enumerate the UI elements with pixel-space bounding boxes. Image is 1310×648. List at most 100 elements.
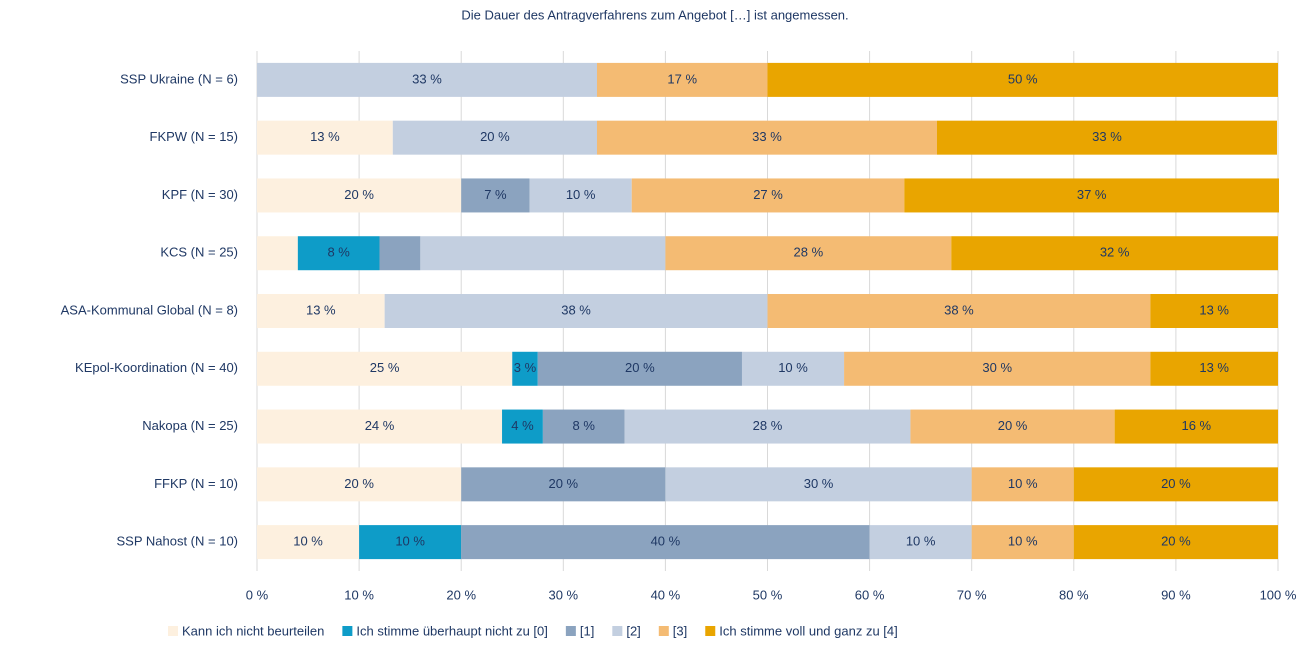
legend-label: Ich stimme überhaupt nicht zu [0]: [356, 623, 547, 638]
data-label: 33 %: [1092, 129, 1122, 144]
data-label: 10 %: [293, 534, 323, 549]
data-label: 24 %: [365, 418, 395, 433]
bar-segment: [257, 236, 298, 271]
bar-segment: [596, 120, 937, 155]
data-label: 13 %: [1199, 302, 1229, 317]
data-label: 17 %: [667, 71, 697, 86]
data-label: 13 %: [1199, 360, 1229, 375]
data-label: 28 %: [794, 245, 824, 260]
bar-segment: [910, 409, 1115, 444]
bar-segment: [971, 525, 1074, 560]
data-label: 16 %: [1181, 418, 1211, 433]
bar-segment: [631, 178, 905, 213]
data-label: 20 %: [625, 360, 655, 375]
data-label: 4 %: [511, 418, 534, 433]
bar-segment: [1150, 294, 1278, 328]
data-label: 27 %: [753, 187, 783, 202]
legend-swatch: [565, 626, 576, 636]
x-tick-label: 60 %: [855, 587, 885, 602]
data-label: 20 %: [344, 187, 374, 202]
data-label: 20 %: [344, 476, 374, 491]
legend-swatch: [658, 626, 669, 636]
bar-segment: [379, 236, 421, 271]
bar-segment: [392, 120, 597, 155]
data-label: 38 %: [561, 302, 591, 317]
x-tick-label: 90 %: [1161, 587, 1191, 602]
bar-segment: [420, 236, 666, 271]
bar-segment: [767, 294, 1151, 328]
bar-segment: [869, 525, 972, 560]
data-label: 20 %: [548, 476, 578, 491]
bar-segment: [257, 409, 503, 444]
bar-segment: [1073, 467, 1278, 502]
data-label: 33 %: [412, 71, 442, 86]
legend-swatch: [342, 626, 353, 636]
y-tick-label: Nakopa (N = 25): [142, 418, 238, 433]
x-tick-label: 70 %: [957, 587, 987, 602]
bar-segment: [257, 294, 385, 328]
y-tick-label: KPF (N = 30): [162, 187, 238, 202]
data-label: 20 %: [1161, 476, 1191, 491]
data-label: 20 %: [1161, 534, 1191, 549]
data-label: 10 %: [566, 187, 596, 202]
x-tick-label: 80 %: [1059, 587, 1089, 602]
legend-swatch: [168, 626, 178, 636]
data-label: 10 %: [906, 534, 936, 549]
data-label: 50 %: [1008, 71, 1038, 86]
bar-segment: [461, 178, 530, 213]
bar-segment: [665, 467, 972, 502]
bar-segment: [512, 351, 538, 386]
data-label: 40 %: [651, 534, 681, 549]
legend-label: [3]: [673, 623, 687, 638]
data-label: 30 %: [982, 360, 1012, 375]
bar-segment: [596, 62, 768, 97]
bar-segment: [257, 178, 462, 213]
legend-swatch: [612, 626, 623, 636]
y-tick-label: KCS (N = 25): [160, 245, 238, 260]
bar-segment: [767, 62, 1278, 97]
bar-segment: [665, 236, 952, 271]
legend-label: Ich stimme voll und ganz zu [4]: [719, 623, 897, 638]
bar-segment: [971, 467, 1074, 502]
bar-segment: [844, 351, 1151, 386]
y-tick-label: SSP Ukraine (N = 6): [120, 71, 238, 86]
x-tick-label: 30 %: [548, 587, 578, 602]
legend-label: [2]: [626, 623, 640, 638]
data-label: 28 %: [753, 418, 783, 433]
data-label: 10 %: [778, 360, 808, 375]
bar-segment: [1073, 525, 1278, 560]
bar-segment: [529, 178, 632, 213]
bar-segment: [951, 236, 1278, 271]
bar-segment: [936, 120, 1277, 155]
data-label: 8 %: [573, 418, 596, 433]
data-label: 3 %: [514, 360, 537, 375]
bar-segment: [624, 409, 911, 444]
bar-segment: [461, 467, 666, 502]
bar-segment: [359, 525, 462, 560]
x-tick-label: 50 %: [753, 587, 783, 602]
y-tick-label: SSP Nahost (N = 10): [116, 534, 238, 549]
x-tick-label: 10 %: [344, 587, 374, 602]
data-label: 38 %: [944, 302, 974, 317]
y-tick-label: FFKP (N = 10): [154, 476, 238, 491]
bar-segment: [741, 351, 845, 386]
data-label: 7 %: [484, 187, 507, 202]
bar-segment: [542, 409, 625, 444]
bar-segment: [502, 409, 543, 444]
x-tick-label: 40 %: [651, 587, 681, 602]
y-tick-label: ASA-Kommunal Global (N = 8): [61, 302, 238, 317]
data-label: 30 %: [804, 476, 834, 491]
x-tick-label: 100 %: [1260, 587, 1297, 602]
bar-segment: [297, 236, 380, 271]
bar-segment: [1150, 351, 1278, 386]
data-label: 10 %: [395, 534, 425, 549]
bar-segment: [461, 525, 870, 560]
data-label: 33 %: [752, 129, 782, 144]
data-label: 32 %: [1100, 245, 1130, 260]
data-label: 20 %: [998, 418, 1028, 433]
legend-swatch: [705, 626, 716, 636]
data-label: 10 %: [1008, 534, 1038, 549]
bar-segment: [257, 525, 360, 560]
data-label: 13 %: [310, 129, 340, 144]
legend-label: Kann ich nicht beurteilen: [182, 623, 324, 638]
